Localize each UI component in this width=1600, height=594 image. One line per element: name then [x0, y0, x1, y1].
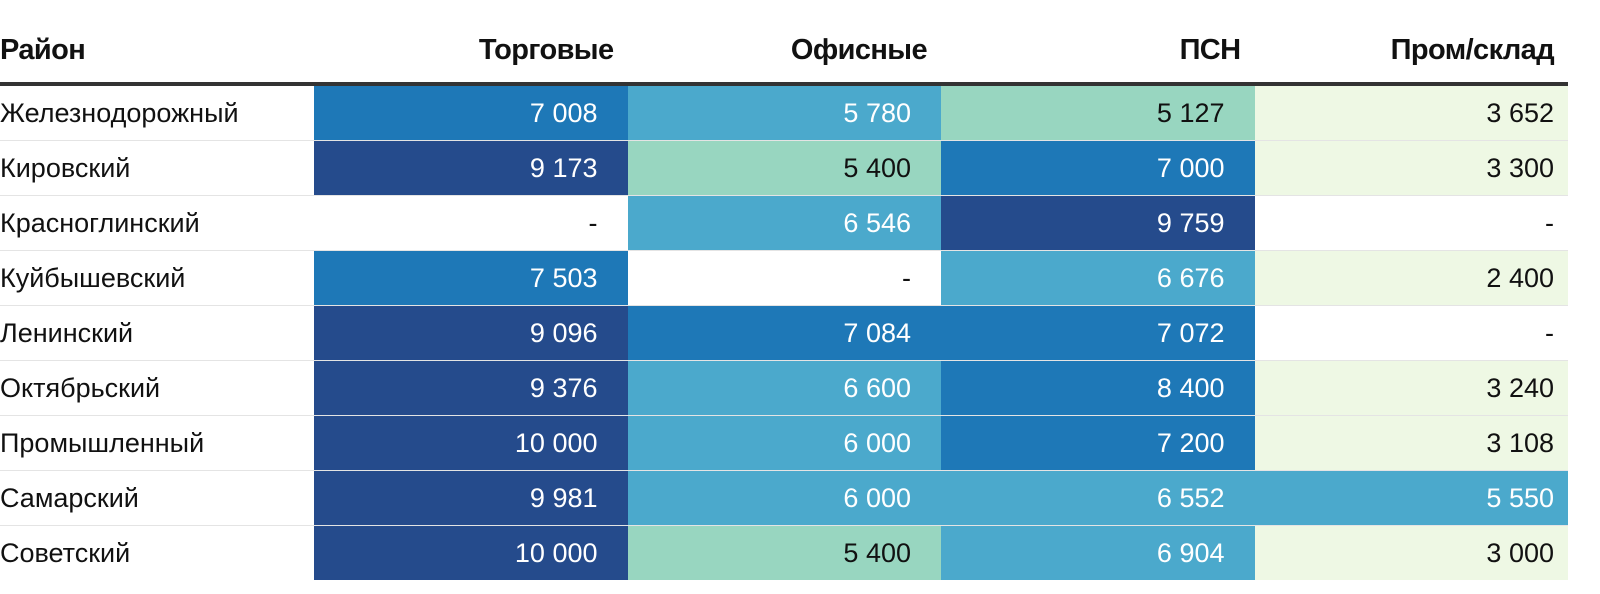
heatmap-cell-office: 6 000 [627, 470, 941, 526]
column-header-office: Офисные [627, 18, 941, 86]
heatmap-cell-psn: 6 676 [941, 250, 1255, 306]
column-header-retail: Торговые [314, 18, 628, 86]
district-name: Промышленный [0, 415, 314, 471]
heatmap-cell-office: 6 000 [627, 415, 941, 471]
heatmap-cell-industrial-warehouse: 3 108 [1254, 415, 1568, 471]
column-header-industrial-warehouse: Пром/склад [1254, 18, 1568, 86]
heatmap-cell-office: 7 084 [627, 305, 941, 361]
table-row: Ленинский 9 096 7 084 7 072- [0, 305, 1568, 361]
district-name: Железнодорожный [0, 84, 314, 141]
district-name: Красноглинский [0, 195, 314, 251]
heatmap-cell-industrial-warehouse: - [1254, 305, 1568, 361]
district-name: Октябрьский [0, 360, 314, 416]
heatmap-cell-psn: 7 200 [941, 415, 1255, 471]
heatmap-cell-retail: 9 981 [314, 470, 628, 526]
table-row: Октябрьский 9 376 6 600 8 400 3 240 [0, 360, 1568, 416]
table-row: Промышленный 10 000 6 000 7 200 3 108 [0, 415, 1568, 471]
table-body: Железнодорожный 7 008 5 780 5 127 3 652 Киров… [0, 84, 1568, 580]
heatmap-cell-psn: 8 400 [941, 360, 1255, 416]
district-name: Советский [0, 537, 131, 568]
heatmap-cell-psn: 6 552 [941, 470, 1255, 526]
heatmap-cell-industrial-warehouse: 3 300 [1254, 140, 1568, 196]
heatmap-cell-industrial-warehouse: 3 000 [1254, 525, 1568, 580]
heatmap-cell-industrial-warehouse: - [1254, 195, 1568, 251]
heatmap-cell-office: 6 546 [627, 195, 941, 251]
heatmap-cell-industrial-warehouse: 3 652 [1254, 84, 1568, 141]
table-row: Красноглинский -6 546 9 759- [0, 195, 1568, 251]
heatmap-cell-retail: 10 000 [314, 415, 628, 471]
heatmap-cell-psn: 7 072 [941, 305, 1255, 361]
district-name: Куйбышевский [0, 250, 314, 306]
heatmap-cell-office: - [627, 250, 941, 306]
district-name: Ленинский [0, 305, 314, 361]
heatmap-cell-office: 5 780 [627, 84, 941, 141]
heatmap-cell-psn: 5 127 [941, 84, 1255, 141]
heatmap-cell-retail: 9 173 [314, 140, 628, 196]
table-row: Куйбышевский 7 503-6 676 2 400 [0, 250, 1568, 306]
column-header-psn: ПСН [941, 18, 1255, 86]
table-row: Самарский 9 981 6 000 6 552 5 550 [0, 470, 1568, 526]
heatmap-cell-office: 5 400 [627, 140, 941, 196]
table-row: Советский 10 000 5 400 6 904 3 000 [0, 525, 1568, 580]
heatmap-cell-retail: 7 503 [314, 250, 628, 306]
heatmap-cell-retail: 7 008 [314, 84, 628, 141]
table-row: Кировский 9 173 5 400 7 000 3 300 [0, 140, 1568, 196]
table-row: Железнодорожный 7 008 5 780 5 127 3 652 [0, 84, 1568, 141]
heatmap-cell-psn: 6 904 [941, 525, 1255, 580]
heatmap-cell-retail: - [314, 195, 628, 251]
column-header-district: Район [0, 18, 314, 86]
heatmap-table: Район Торговые Офисные ПСН Пром/склад Же… [0, 18, 1568, 580]
header-row: Район Торговые Офисные ПСН Пром/склад [0, 18, 1568, 86]
district-name: Кировский [0, 140, 314, 196]
heatmap-cell-office: 5 400 [627, 525, 941, 580]
heatmap-cell-psn: 7 000 [941, 140, 1255, 196]
district-name: Самарский [0, 470, 314, 526]
heatmap-cell-office: 6 600 [627, 360, 941, 416]
heatmap-cell-industrial-warehouse: 2 400 [1254, 250, 1568, 306]
heatmap-cell-industrial-warehouse: 5 550 [1254, 470, 1568, 526]
heatmap-cell-psn: 9 759 [941, 195, 1255, 251]
heatmap-cell-retail: 9 096 [314, 305, 628, 361]
heatmap-cell-retail: 9 376 [314, 360, 628, 416]
heatmap-cell-retail: 10 000 [314, 525, 628, 580]
heatmap-cell-industrial-warehouse: 3 240 [1254, 360, 1568, 416]
